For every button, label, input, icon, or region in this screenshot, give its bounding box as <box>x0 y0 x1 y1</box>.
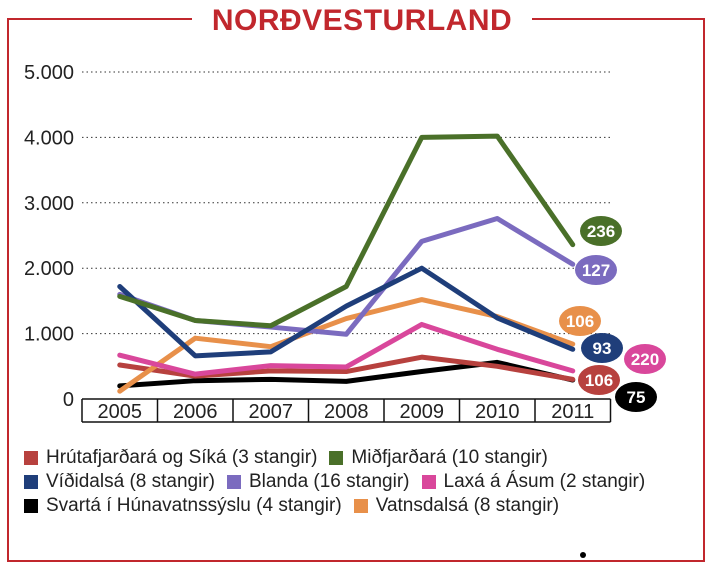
end-value-badge <box>581 333 623 363</box>
series-line <box>117 321 576 377</box>
end-value-badge <box>578 365 620 395</box>
end-value-badge <box>615 382 657 412</box>
legend: Hrútafjarðará og Síká (3 stangir) Miðfja… <box>24 446 704 518</box>
frame-top-rule-left <box>7 18 192 20</box>
end-value-badge <box>580 216 622 246</box>
series-line <box>117 359 576 389</box>
end-value-badge <box>559 306 601 336</box>
x-tick-label: 2009 <box>400 401 445 423</box>
legend-item: Blanda (16 stangir) <box>226 471 410 493</box>
y-tick-label: 1.000 <box>24 324 74 346</box>
x-tick-label: 2005 <box>98 401 143 423</box>
series-line <box>117 265 576 359</box>
end-value-label: 106 <box>585 371 613 390</box>
x-tick-label: 2008 <box>324 401 369 423</box>
legend-item: Víðidalsá (8 stangir) <box>24 471 215 493</box>
legend-label: Víðidalsá (8 stangir) <box>46 471 215 492</box>
legend-label: Vatnsdalsá (8 stangir) <box>375 495 560 516</box>
legend-item: Vatnsdalsá (8 stangir) <box>353 495 560 517</box>
series-line <box>117 133 576 329</box>
legend-swatch <box>226 475 241 489</box>
end-value-label: 75 <box>627 388 646 407</box>
x-tick-label: 2010 <box>475 401 520 423</box>
legend-swatch <box>24 475 38 489</box>
end-value-label: 93 <box>593 339 612 358</box>
legend-swatch <box>353 499 368 513</box>
x-tick-label: 2006 <box>173 401 218 423</box>
x-tick-label: 2007 <box>249 401 294 423</box>
end-value-label: 127 <box>582 261 610 280</box>
end-value-badge <box>575 255 617 285</box>
chart-frame <box>7 18 705 562</box>
frame-top-rule-right <box>532 18 705 20</box>
legend-row-3: Svartá í Húnavatnssýslu (4 stangir) Vatn… <box>24 494 704 518</box>
legend-label: Svartá í Húnavatnssýslu (4 stangir) <box>46 495 342 516</box>
legend-item: Hrútafjarðará og Síká (3 stangir) <box>24 447 317 469</box>
end-value-label: 106 <box>566 312 594 331</box>
y-tick-label: 5.000 <box>24 62 74 84</box>
legend-item: Svartá í Húnavatnssýslu (4 stangir) <box>24 495 342 517</box>
line-chart: 0 1.000 2.000 3.000 4.000 5.000 2005 2006 2007 20… <box>24 62 666 423</box>
y-tick-label: 4.000 <box>24 127 74 149</box>
legend-swatch <box>24 499 38 513</box>
legend-label: Laxá á Ásum (2 stangir) <box>443 471 646 492</box>
end-value-badge <box>624 344 666 374</box>
legend-item: Laxá á Ásum (2 stangir) <box>421 471 646 493</box>
x-tick-label: 2011 <box>551 401 594 423</box>
legend-label: Blanda (16 stangir) <box>248 471 410 492</box>
legend-row-1: Hrútafjarðará og Síká (3 stangir) Miðfja… <box>24 446 704 470</box>
y-tick-label: 2.000 <box>24 258 74 280</box>
legend-swatch <box>24 451 38 465</box>
corner-dot <box>580 552 586 558</box>
end-value-label: 236 <box>587 222 615 241</box>
y-tick-label: 0 <box>63 389 74 411</box>
legend-label: Hrútafjarðará og Síká (3 stangir) <box>46 447 318 468</box>
legend-swatch <box>329 451 344 465</box>
legend-row-2: Víðidalsá (8 stangir) Blanda (16 stangir… <box>24 470 704 494</box>
legend-label: Miðfjarðará (10 stangir) <box>351 447 548 468</box>
end-value-label: 220 <box>631 350 659 369</box>
legend-item: Miðfjarðará (10 stangir) <box>329 447 548 469</box>
chart-title: NORÐVESTURLAND <box>211 4 513 37</box>
legend-swatch <box>421 475 436 489</box>
y-tick-label: 3.000 <box>24 193 74 215</box>
